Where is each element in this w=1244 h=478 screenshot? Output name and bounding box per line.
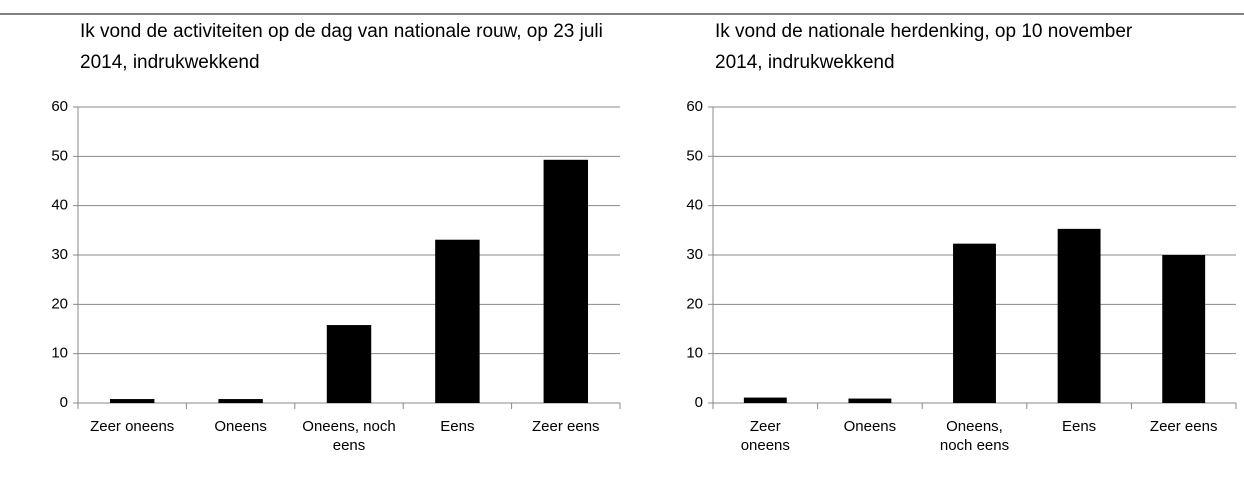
y-tick-label: 60 bbox=[686, 98, 703, 115]
x-tick-label: Zeer eens bbox=[1149, 418, 1218, 435]
y-tick-label: 30 bbox=[686, 246, 703, 263]
x-tick-label: Zeer oneens bbox=[90, 418, 175, 435]
bar bbox=[218, 399, 263, 403]
y-tick-label: 0 bbox=[695, 394, 703, 411]
y-tick-label: 60 bbox=[51, 98, 68, 115]
x-tick-label: Oneens, noch eens bbox=[302, 418, 396, 454]
chart-title: Ik vond de activiteiten op de dag van na… bbox=[80, 21, 603, 73]
y-tick-label: 20 bbox=[686, 295, 703, 312]
x-tick-label: Zeer oneens bbox=[740, 418, 790, 454]
x-tick-label: Eens bbox=[1061, 418, 1097, 435]
x-tick-label: Zeer eens bbox=[532, 418, 600, 435]
y-tick-label: 40 bbox=[51, 197, 68, 214]
bar bbox=[848, 398, 892, 403]
bar bbox=[543, 159, 589, 403]
bar bbox=[326, 325, 372, 403]
y-tick-label: 30 bbox=[51, 246, 68, 263]
y-tick-label: 10 bbox=[51, 345, 68, 362]
y-tick-label: 50 bbox=[51, 147, 68, 164]
x-tick-label: Eens bbox=[440, 418, 475, 435]
bar bbox=[1057, 228, 1101, 403]
y-tick-label: 0 bbox=[60, 394, 68, 411]
x-tick-label: Oneens, noch eens bbox=[939, 418, 1010, 454]
y-tick-label: 20 bbox=[51, 295, 68, 312]
y-tick-label: 50 bbox=[686, 147, 703, 164]
x-tick-label: Oneens bbox=[843, 418, 897, 435]
x-tick-label: Oneens bbox=[214, 418, 267, 435]
bar bbox=[1162, 255, 1206, 403]
chart-title: Ik vond de nationale herdenking, op 10 n… bbox=[715, 21, 1133, 73]
bar bbox=[109, 399, 155, 403]
y-tick-label: 10 bbox=[686, 345, 703, 362]
y-tick-label: 40 bbox=[686, 197, 703, 214]
bar bbox=[743, 397, 787, 403]
bar bbox=[435, 239, 480, 403]
bar bbox=[953, 243, 996, 403]
